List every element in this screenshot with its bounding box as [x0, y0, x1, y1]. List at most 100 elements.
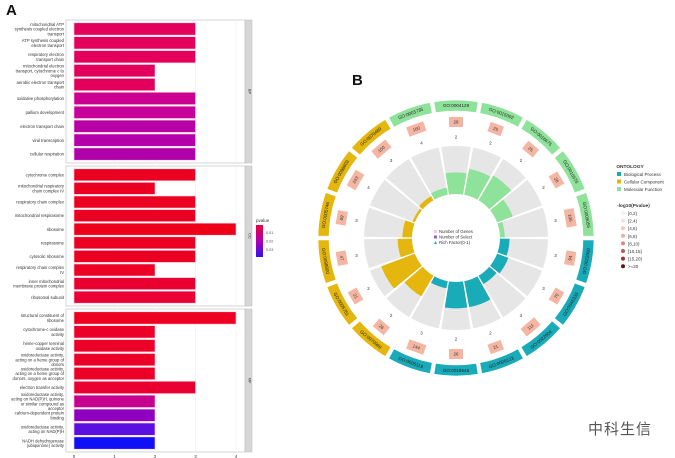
gene-count-label: 25: [492, 126, 499, 133]
gene-count-box: [347, 287, 364, 305]
select-count-label: 2: [489, 330, 492, 335]
ontology-ring-sector: [520, 119, 561, 156]
pvalue-legend-title: -log10(Pvalue): [617, 203, 650, 209]
gene-count-marker: 100: [371, 139, 392, 159]
y-tick-label: pallium development: [26, 110, 65, 115]
bar: [73, 182, 156, 195]
gene-count-box: [563, 208, 577, 228]
ontology-ring-sector: [520, 320, 561, 357]
bar: [73, 367, 156, 380]
gene-count-label: 47: [339, 255, 345, 261]
gene-count-marker: 160: [406, 121, 427, 137]
gene-count-marker: 144: [406, 339, 427, 355]
bar: [73, 250, 196, 263]
y-tick-label: inner mitochondrial membrane protein comp…: [13, 279, 65, 289]
inner-legend-key: [434, 230, 437, 233]
gene-count-label: 243: [351, 175, 359, 184]
rich-factor-bar: [497, 221, 505, 238]
gene-count-marker: 94: [564, 250, 577, 266]
gene-count-marker: 25: [487, 121, 504, 137]
y-tick-label: mitochondrial respirasome: [15, 213, 65, 218]
x-tick-label: 4: [235, 454, 238, 458]
ontology-ring-sector: [326, 150, 359, 194]
gene-count-label: 26: [453, 352, 459, 357]
ontology-legend-label: Cellular Component: [624, 180, 665, 185]
pvalue-legend-dot: [621, 218, 625, 223]
background-sector: [364, 207, 415, 238]
bar: [73, 147, 196, 161]
ontology-ring-sector: [388, 348, 433, 374]
bar: [73, 436, 156, 450]
ontology-ring-sector: [351, 119, 392, 156]
y-tick-label: ribosomal subunit: [31, 295, 65, 300]
bar: [73, 105, 196, 119]
gene-count-box: [487, 121, 504, 137]
gene-count-label: 21: [492, 344, 499, 351]
facet-strip: [244, 165, 253, 307]
y-tick-label: calcium-dependent protein binding: [15, 410, 65, 420]
gene-count-box: [449, 349, 463, 359]
y-tick-label: NADH dehydrogenase (ubiquinone) activity: [22, 438, 65, 448]
facet-strip: [244, 308, 253, 453]
rich-factor-bar: [464, 276, 491, 308]
background-sector: [478, 266, 526, 318]
bar: [73, 353, 156, 367]
bar: [73, 325, 156, 339]
background-sector: [411, 276, 448, 329]
y-tick-label: oxidative phosphorylation: [17, 96, 65, 101]
rich-factor-bar: [404, 266, 434, 297]
gene-count-box: [346, 169, 365, 191]
facet-strip-label: BP: [248, 89, 253, 95]
select-count-label: 2: [542, 185, 545, 190]
go-id-label: GO:0009055: [582, 202, 592, 229]
gene-count-marker: 70: [548, 287, 565, 305]
bar: [73, 222, 237, 236]
select-count-label: 3: [420, 330, 423, 335]
gene-count-box: [548, 287, 565, 305]
bar: [73, 209, 196, 222]
ontology-ring-sector: [575, 192, 595, 237]
select-count-label: 2: [390, 313, 393, 318]
inner-legend-key: [434, 241, 437, 244]
select-count-label: 2: [367, 286, 370, 291]
y-tick-label: structural constituent of ribosome: [21, 313, 65, 323]
bar: [73, 290, 196, 304]
rich-factor-bar: [444, 281, 468, 309]
background-sector: [369, 179, 422, 223]
panel-a-label: A: [6, 2, 17, 19]
y-tick-label: oxidoreductase activity, acting on a heme…: [15, 352, 64, 367]
pvalue-legend-dot: [621, 249, 625, 253]
y-tick-label: aerobic electron transport chain: [17, 80, 65, 90]
ontology-legend-key: [617, 179, 621, 184]
select-count-label: 3: [355, 218, 358, 223]
pvalue-legend-dot: [621, 241, 625, 246]
gene-count-marker: 69: [335, 210, 348, 226]
gene-count-label: 26: [553, 177, 560, 184]
rich-factor-bar: [464, 168, 491, 200]
x-tick-label: 1: [113, 454, 116, 458]
y-tick-label: cytochrome-c oxidase activity: [23, 327, 65, 337]
legend-tick-label: 0.03: [266, 248, 273, 252]
y-tick-label: respiratory electron transport chain: [28, 52, 65, 62]
bar: [73, 168, 196, 182]
gene-count-label: 94: [567, 255, 573, 261]
background-sector: [386, 158, 434, 210]
go-id-label: GO:0022900: [582, 247, 592, 274]
bar: [73, 339, 156, 353]
rich-factor-bar: [412, 208, 422, 223]
ontology-legend-label: Biological Process: [624, 172, 662, 177]
y-tick-label: ATP synthesis coupled electron transport: [22, 38, 65, 48]
ontology-legend-key: [617, 187, 621, 191]
facet-strip-label: CC: [248, 233, 253, 239]
gene-count-box: [406, 121, 427, 137]
select-count-label: 3: [390, 158, 393, 163]
ontology-ring-sector: [433, 363, 479, 377]
go-id-label: GO:0005746: [321, 201, 331, 228]
inner-legend-label: Rich Factor(0-1): [439, 240, 471, 245]
select-count-label: 3: [355, 253, 358, 258]
gene-count-marker: 47: [335, 250, 348, 266]
gene-count-box: [335, 210, 348, 226]
legend-colorbar: [256, 225, 263, 257]
